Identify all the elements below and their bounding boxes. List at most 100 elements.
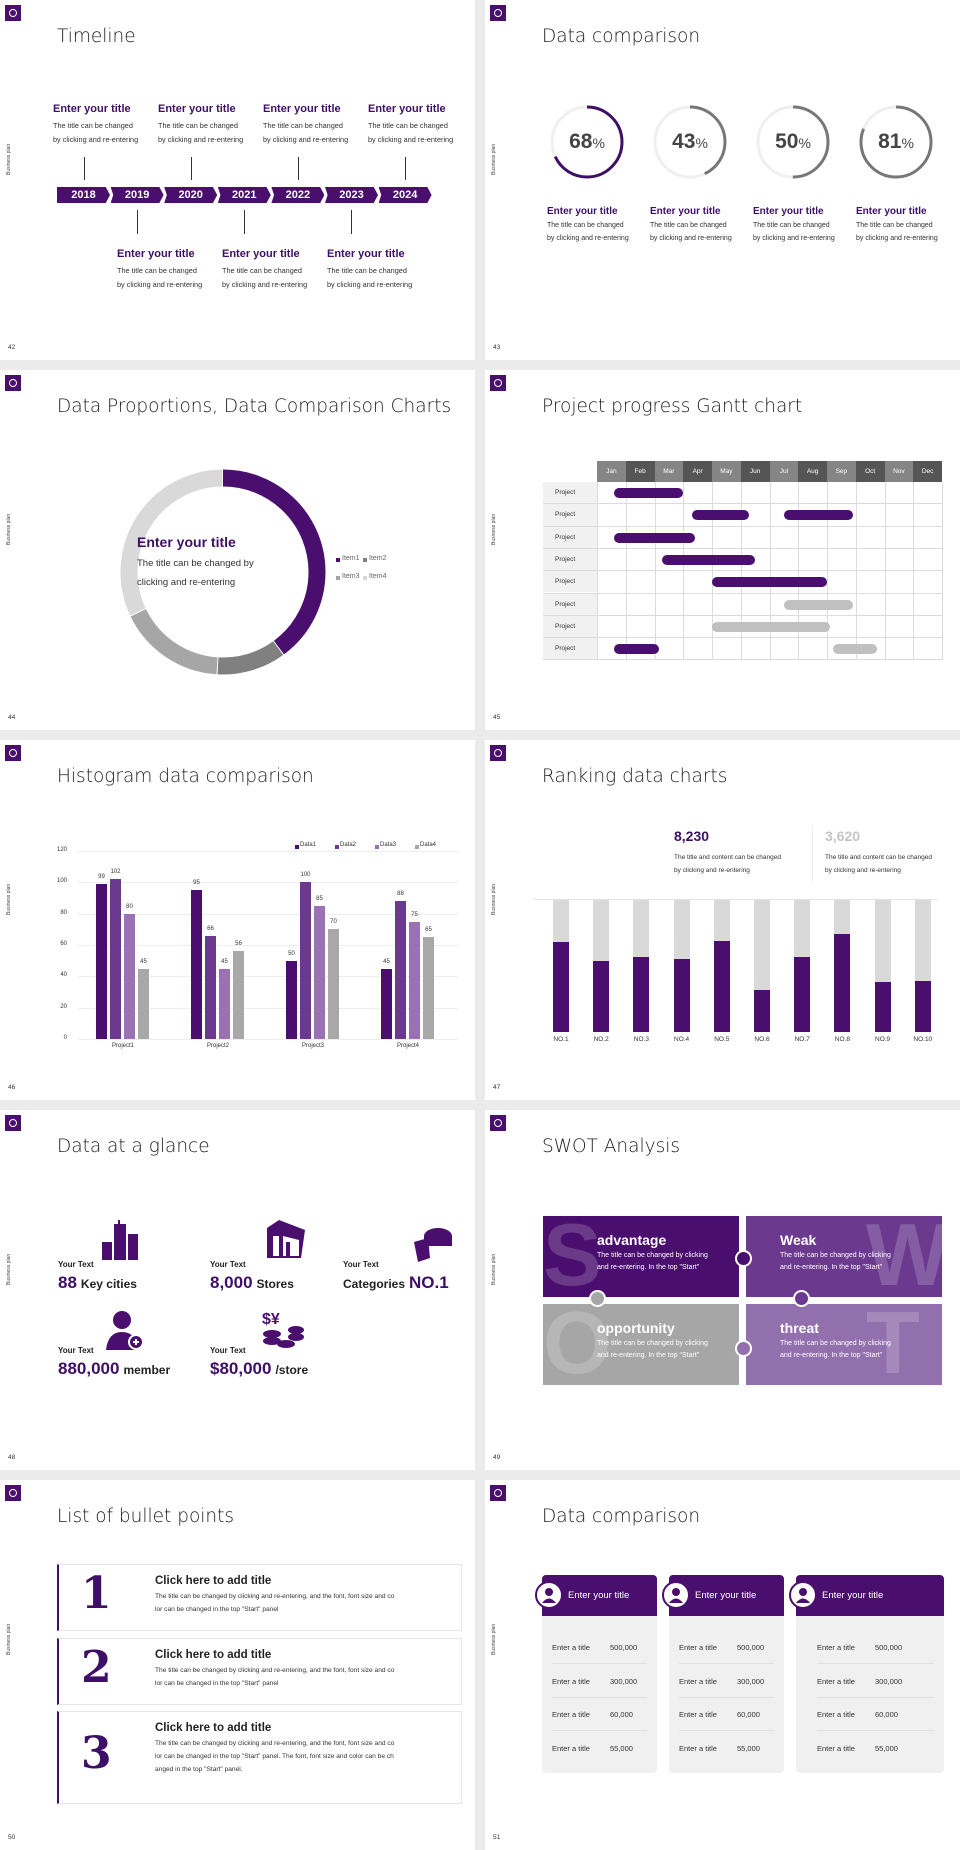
slide-title: Data comparison <box>542 26 701 47</box>
x-tick: Project1 <box>111 1043 134 1049</box>
progress-ring <box>756 105 830 179</box>
data-label: 85 <box>316 895 323 902</box>
slide-title: Data Proportions, Data Comparison Charts <box>57 396 452 417</box>
grid-line <box>78 882 458 884</box>
center-desc: The title can be changed by <box>137 558 254 569</box>
bar-data2 <box>110 879 121 1039</box>
month-header: Mar <box>654 461 684 482</box>
year-2021[interactable]: 2021 <box>217 187 271 203</box>
grid-line <box>942 482 943 661</box>
x-tick: NO.10 <box>913 1036 933 1043</box>
slide-42[interactable]: Business plan 42 Timeline 2018 2019 2020 2021 2… <box>0 0 475 360</box>
list-item[interactable]: 2 Click here to add title The title can be… <box>57 1638 462 1705</box>
list-item[interactable]: 1 Click here to add title The title can be… <box>57 1564 462 1631</box>
bar-data4 <box>138 968 149 1039</box>
bar-data1 <box>96 883 107 1039</box>
month-header: Jun <box>740 461 770 482</box>
grid-line <box>740 482 742 661</box>
x-tick: NO.7 <box>794 1036 810 1043</box>
year-2023[interactable]: 2023 <box>325 187 378 203</box>
page-number: 49 <box>493 1454 501 1461</box>
slide-title: SWOT Analysis <box>542 1136 681 1157</box>
store-icon <box>265 1218 307 1260</box>
gantt-bar[interactable] <box>832 644 878 655</box>
brand-logo <box>490 375 506 391</box>
data-label: 75 <box>411 911 418 918</box>
slide-50[interactable]: Business plan 50 List of bullet points 1 Cli… <box>0 1480 475 1850</box>
stat-desc: by clicking and re-entering <box>674 867 750 874</box>
month-header: Apr <box>683 461 712 482</box>
slide-47[interactable]: Business plan 47 Ranking data charts 8,230 T… <box>485 740 960 1100</box>
year-2018[interactable]: 2018 <box>57 187 110 203</box>
gantt-bar[interactable] <box>783 510 853 521</box>
side-label: Business plan <box>6 143 12 175</box>
card-title: Enter your title <box>695 1590 757 1601</box>
row-value: 60,000 <box>875 1710 898 1719</box>
row-label: Project <box>543 482 597 504</box>
list-number: 1 <box>81 1567 112 1619</box>
bar-data2 <box>300 882 311 1039</box>
month-header: Feb <box>625 461 655 482</box>
page-number: 46 <box>8 1084 16 1091</box>
slide-title: List of bullet points <box>57 1506 235 1527</box>
brand-logo <box>5 1485 21 1501</box>
svg-text:$¥: $¥ <box>262 1311 280 1328</box>
year-2020[interactable]: 2020 <box>164 187 218 203</box>
stat-desc: by clicking and re-entering <box>825 867 901 874</box>
swot-weak[interactable]: W Weak The title can be changed by clickin… <box>746 1216 942 1297</box>
gantt-bar[interactable] <box>661 554 756 565</box>
user-shield-icon <box>662 1581 690 1609</box>
connector-line <box>298 157 299 180</box>
puzzle-knob <box>589 1290 606 1307</box>
y-tick: 120 <box>56 847 67 853</box>
slide-44[interactable]: Business plan 44 Data Proportions, Data Co… <box>0 370 475 730</box>
x-tick: Project4 <box>396 1043 419 1049</box>
gantt-bar[interactable] <box>783 599 853 610</box>
card-body <box>542 1616 657 1773</box>
gantt-bar[interactable] <box>614 488 684 498</box>
row-value: 500,000 <box>737 1643 765 1652</box>
list-title: Click here to add title <box>155 1722 272 1734</box>
stat-desc: The title and content can be changed <box>825 854 932 861</box>
year-2019[interactable]: 2019 <box>110 187 164 203</box>
slide-46[interactable]: Business plan 46 Histogram data comparison… <box>0 740 475 1100</box>
stat-label: Your Text <box>58 1260 94 1269</box>
stat-prefix: Categories <box>343 1277 406 1291</box>
y-tick: 40 <box>60 972 67 979</box>
event-title: Enter your title <box>53 103 131 115</box>
puzzle-knob <box>735 1250 752 1267</box>
slide-48[interactable]: Business plan 48 Data at a glance Your Text… <box>0 1110 475 1470</box>
slide-51[interactable]: Business plan 51 Data comparison Enter your… <box>485 1480 960 1850</box>
side-label: Business plan <box>491 1623 497 1655</box>
grid-line <box>78 945 458 946</box>
gantt-bar[interactable] <box>691 510 750 521</box>
row-divider <box>817 1696 934 1698</box>
year-2024[interactable]: 2024 <box>378 187 432 203</box>
slide-43[interactable]: Business plan 43 Data comparison 68% Enter y… <box>485 0 960 360</box>
stat-value: 8,000 <box>210 1273 253 1292</box>
grid-line <box>597 482 598 661</box>
ring-unit: % <box>695 135 708 151</box>
gantt-bar[interactable] <box>712 577 827 588</box>
slide-45[interactable]: Business plan 45 Project progress Gantt ch… <box>485 370 960 730</box>
month-header: Aug <box>798 461 827 482</box>
gantt-bar[interactable] <box>614 532 695 543</box>
connector-line <box>84 157 85 180</box>
stat-value-line: Categories NO.1 <box>343 1273 449 1293</box>
bar-value <box>553 942 569 1032</box>
gantt-bar[interactable] <box>614 644 659 655</box>
row-label: Enter a title <box>552 1676 590 1686</box>
swot-title: advantage <box>597 1232 667 1248</box>
list-item[interactable]: 3 Click here to add title The title can be… <box>57 1711 462 1804</box>
year-2022[interactable]: 2022 <box>271 187 325 203</box>
connector-line <box>405 157 406 180</box>
grid-line <box>78 913 458 915</box>
gantt-bar[interactable] <box>712 621 830 632</box>
ring-value: 43% <box>650 130 730 154</box>
ring-number: 68 <box>569 130 593 153</box>
swot-desc: The title can be changed by clicking <box>780 1340 891 1347</box>
